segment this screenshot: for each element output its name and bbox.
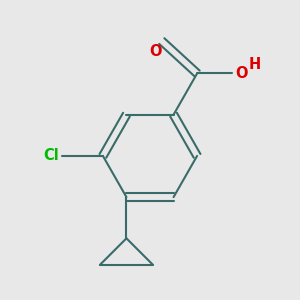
Text: Cl: Cl (43, 148, 59, 164)
Text: O: O (236, 66, 248, 81)
Text: H: H (249, 57, 261, 72)
Text: O: O (150, 44, 162, 59)
